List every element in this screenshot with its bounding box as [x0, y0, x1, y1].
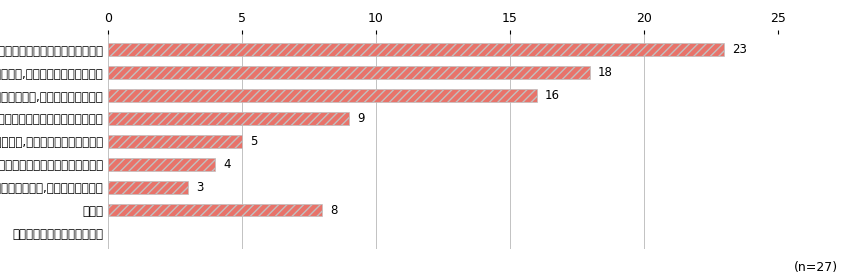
Text: 8: 8	[330, 204, 338, 217]
Bar	[108, 43, 724, 56]
Bar	[108, 181, 188, 193]
Bar	[108, 135, 242, 148]
Text: 18: 18	[598, 66, 613, 79]
Bar	[108, 204, 322, 216]
Bar	[108, 66, 590, 79]
Text: 9: 9	[357, 112, 365, 125]
Bar	[108, 112, 349, 125]
Text: 4: 4	[223, 158, 231, 171]
Text: 23: 23	[732, 43, 747, 56]
Bar	[108, 89, 537, 102]
Text: (n=27): (n=27)	[794, 262, 838, 274]
Text: 16: 16	[544, 89, 560, 102]
Text: 3: 3	[196, 181, 204, 194]
Text: 5: 5	[250, 135, 257, 148]
Bar	[108, 158, 215, 171]
